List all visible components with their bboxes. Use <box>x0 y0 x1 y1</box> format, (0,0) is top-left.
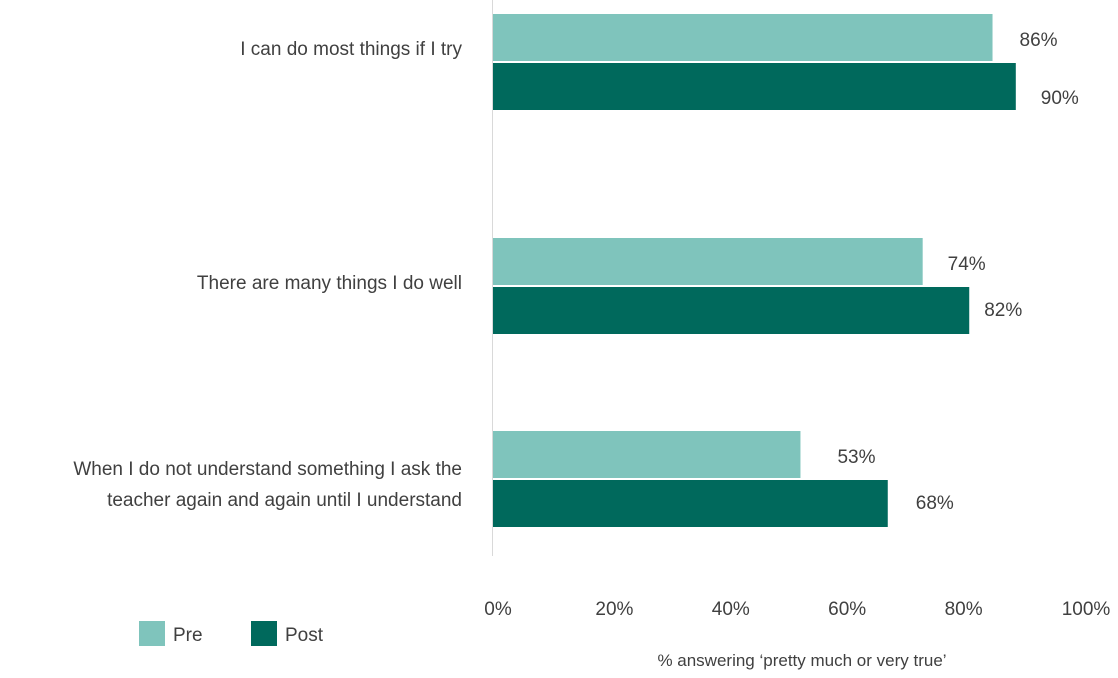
x-tick-label: 60% <box>828 599 866 620</box>
bar-post <box>493 63 1016 110</box>
legend-swatch-post <box>251 621 277 646</box>
value-label: 86% <box>1020 30 1058 51</box>
legend-label-post: Post <box>285 625 324 646</box>
x-tick-label: 0% <box>484 599 512 620</box>
value-label: 90% <box>1041 88 1079 109</box>
value-label: 68% <box>916 493 954 514</box>
bar-post <box>493 287 970 334</box>
value-label: 74% <box>948 254 986 275</box>
bar-pre <box>493 431 801 478</box>
legend-label-pre: Pre <box>173 625 203 646</box>
x-tick-label: 100% <box>1062 599 1111 620</box>
x-axis-title: % answering ‘pretty much or very true’ <box>657 651 946 670</box>
category-label: I can do most things if I try <box>240 39 462 60</box>
legend-swatch-pre <box>139 621 165 646</box>
category-label: There are many things I do well <box>197 273 462 294</box>
x-tick-label: 80% <box>945 599 983 620</box>
bar-pre <box>493 14 993 61</box>
legend: Pre Post <box>139 621 324 646</box>
plot-area: I can do most things if I try 86% 90% There… <box>73 0 1110 620</box>
x-tick-label: 40% <box>712 599 750 620</box>
value-label: 53% <box>837 447 875 468</box>
category-label: When I do not understand something I ask… <box>73 459 462 511</box>
bar-pre <box>493 238 923 285</box>
value-label: 82% <box>984 300 1022 321</box>
x-tick-label: 20% <box>595 599 633 620</box>
bar-post <box>493 480 888 527</box>
